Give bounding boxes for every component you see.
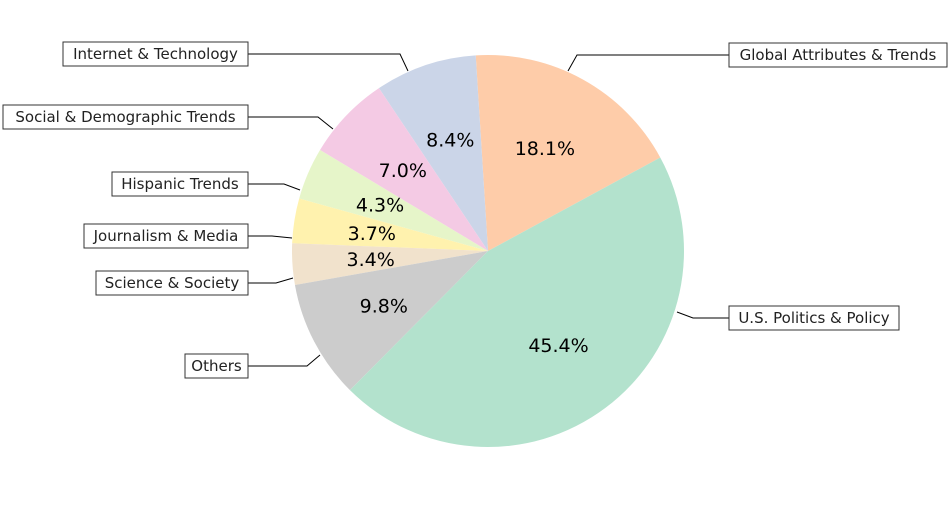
leader-line bbox=[248, 53, 409, 72]
percentage-label: 9.8% bbox=[360, 296, 408, 318]
leader-line bbox=[248, 183, 301, 191]
slice-label: Internet & Technology bbox=[73, 45, 238, 63]
pie-slice-social-demographic-trends bbox=[320, 88, 488, 251]
slice-label: U.S. Politics & Policy bbox=[738, 309, 889, 327]
percentage-label: 18.1% bbox=[515, 138, 575, 160]
percentage-label: 3.4% bbox=[347, 249, 395, 271]
callout-box bbox=[95, 270, 249, 296]
callout-box bbox=[62, 41, 249, 67]
pie-slice-science-society bbox=[291, 243, 488, 285]
callout-labels: Global Attributes & Trends Internet & Tec… bbox=[2, 41, 948, 379]
leader-line bbox=[676, 311, 729, 319]
percentage-label: 3.7% bbox=[348, 223, 396, 245]
callout-box bbox=[2, 104, 249, 130]
percentage-label: 4.3% bbox=[356, 195, 404, 217]
pie-slice-journalism-media bbox=[292, 198, 488, 251]
slice-label: Global Attributes & Trends bbox=[740, 46, 937, 64]
percentage-label: 7.0% bbox=[379, 160, 427, 182]
pie-slice-internet-technology bbox=[378, 55, 488, 251]
leader-line bbox=[248, 116, 334, 130]
leader-line bbox=[248, 277, 294, 284]
callout-box bbox=[111, 171, 249, 197]
callout-box bbox=[83, 223, 249, 249]
pie-slice-others bbox=[294, 251, 488, 391]
slice-label: Journalism & Media bbox=[93, 227, 239, 245]
callout-box bbox=[184, 353, 249, 379]
leader-line bbox=[567, 54, 729, 72]
pie-slices bbox=[291, 55, 684, 447]
slice-label: Others bbox=[191, 357, 242, 375]
pie-slice-global-attributes-trends bbox=[475, 55, 661, 251]
leader-line bbox=[248, 354, 321, 367]
percentage-label: 45.4% bbox=[528, 335, 588, 357]
callout-box bbox=[728, 42, 948, 68]
slice-label: Hispanic Trends bbox=[121, 175, 239, 193]
slice-label: Science & Society bbox=[105, 274, 240, 292]
pie-slice-u-s-politics-policy bbox=[349, 157, 684, 447]
pie-slice-hispanic-trends bbox=[299, 149, 488, 251]
percentage-label: 8.4% bbox=[426, 130, 474, 152]
slice-label: Social & Demographic Trends bbox=[15, 108, 235, 126]
percentage-labels: 18.1% 8.4% 7.0% 4.3% 3.7% 3.4% 9.8% 45.4% bbox=[347, 130, 589, 358]
leader-line bbox=[248, 235, 293, 239]
callout-box bbox=[728, 305, 900, 331]
